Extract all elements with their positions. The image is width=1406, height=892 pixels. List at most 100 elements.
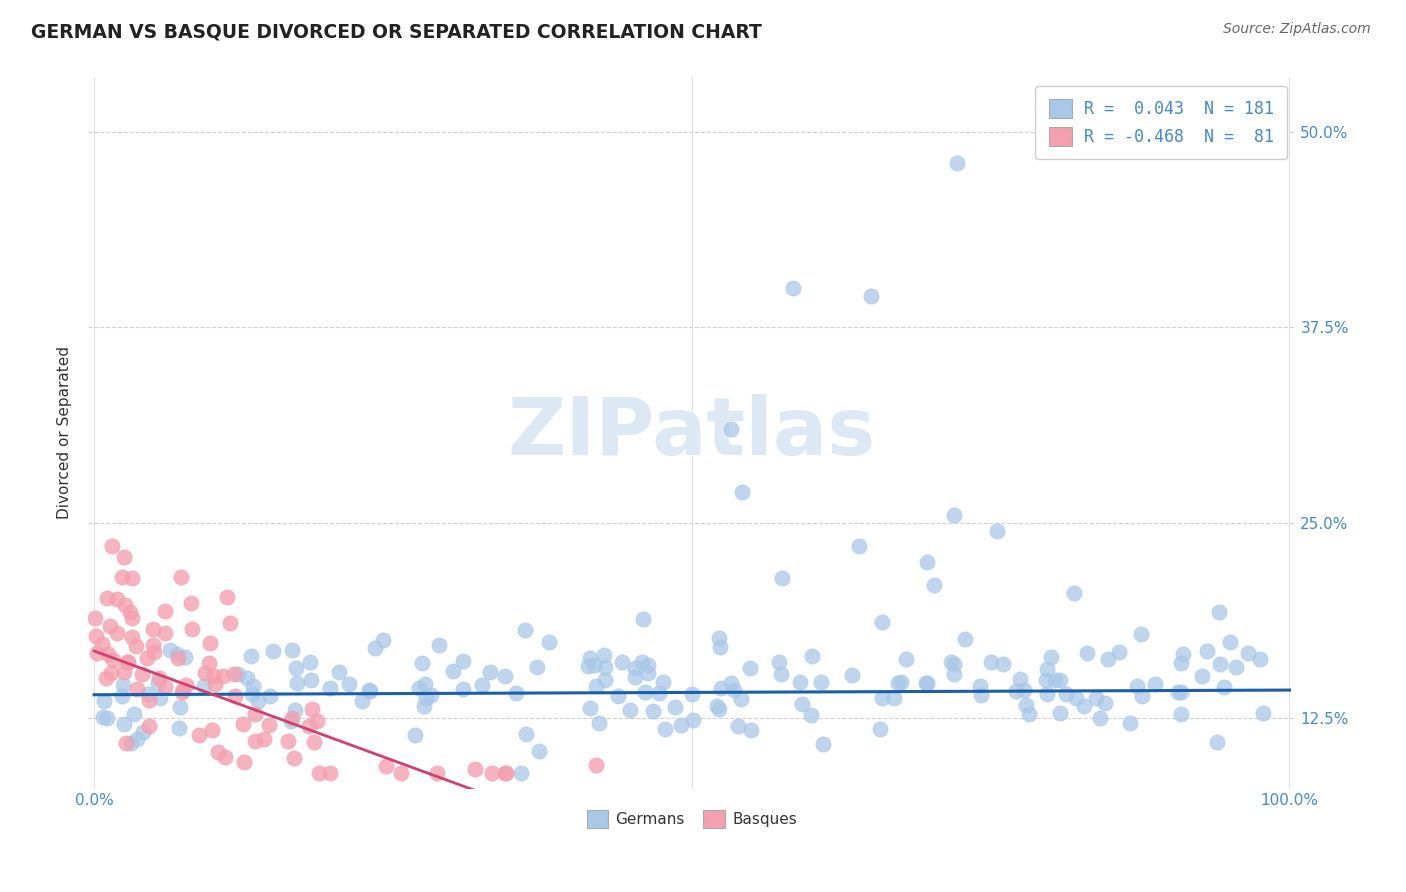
Point: [200, 636, 222, 650]
Point: [789, 675, 811, 690]
Point: [359, 684, 381, 698]
Point: [427, 638, 450, 652]
Point: [637, 658, 659, 673]
Point: [170, 684, 193, 698]
Point: [90, 637, 112, 651]
Point: [124, 707, 146, 722]
Point: [917, 555, 939, 569]
Point: [953, 632, 976, 646]
Point: [132, 724, 155, 739]
Point: [337, 676, 360, 690]
Point: [624, 670, 647, 684]
Point: [740, 723, 762, 738]
Point: [283, 750, 305, 764]
Point: [1049, 706, 1071, 720]
Point: [730, 692, 752, 706]
Point: [359, 682, 381, 697]
Point: [1170, 706, 1192, 721]
Point: [526, 660, 548, 674]
Point: [980, 655, 1002, 669]
Point: [239, 648, 262, 663]
Point: [84, 629, 107, 643]
Point: [371, 633, 394, 648]
Point: [471, 678, 494, 692]
Point: [112, 716, 135, 731]
Point: [1039, 650, 1062, 665]
Point: [1143, 677, 1166, 691]
Text: ZIPatlas: ZIPatlas: [508, 394, 876, 472]
Point: [174, 650, 197, 665]
Point: [664, 700, 686, 714]
Point: [720, 676, 742, 690]
Point: [121, 630, 143, 644]
Point: [1014, 683, 1036, 698]
Point: [224, 667, 246, 681]
Point: [1076, 646, 1098, 660]
Point: [170, 570, 193, 584]
Point: [768, 655, 790, 669]
Point: [915, 676, 938, 690]
Point: [281, 710, 304, 724]
Point: [426, 765, 449, 780]
Point: [582, 657, 605, 672]
Point: [1036, 687, 1059, 701]
Point: [96, 591, 118, 605]
Point: [770, 667, 793, 681]
Point: [228, 667, 250, 681]
Point: [654, 722, 676, 736]
Point: [579, 651, 602, 665]
Point: [651, 674, 673, 689]
Point: [174, 678, 197, 692]
Point: [579, 701, 602, 715]
Point: [576, 659, 599, 673]
Point: [1088, 711, 1111, 725]
Point: [146, 676, 169, 690]
Point: [595, 659, 617, 673]
Point: [1251, 706, 1274, 721]
Point: [202, 669, 225, 683]
Point: [166, 647, 188, 661]
Point: [607, 689, 630, 703]
Point: [770, 570, 793, 584]
Point: [669, 718, 692, 732]
Point: [727, 719, 749, 733]
Point: [155, 604, 177, 618]
Point: [1118, 715, 1140, 730]
Point: [623, 661, 645, 675]
Point: [413, 677, 436, 691]
Point: [148, 671, 170, 685]
Point: [219, 615, 242, 630]
Point: [634, 685, 657, 699]
Point: [1064, 691, 1087, 706]
Point: [915, 676, 938, 690]
Point: [870, 691, 893, 706]
Point: [364, 641, 387, 656]
Point: [453, 654, 475, 668]
Point: [125, 731, 148, 746]
Point: [374, 758, 396, 772]
Point: [1054, 687, 1077, 701]
Point: [408, 681, 430, 695]
Point: [411, 656, 433, 670]
Point: [841, 667, 863, 681]
Point: [720, 422, 742, 436]
Point: [870, 615, 893, 629]
Point: [631, 612, 654, 626]
Point: [709, 632, 731, 646]
Point: [101, 539, 124, 553]
Point: [1005, 684, 1028, 698]
Point: [441, 664, 464, 678]
Point: [1049, 673, 1071, 688]
Point: [970, 688, 993, 702]
Point: [643, 704, 665, 718]
Point: [1130, 689, 1153, 703]
Point: [204, 677, 226, 691]
Point: [1035, 662, 1057, 676]
Point: [142, 622, 165, 636]
Point: [1197, 644, 1219, 658]
Point: [243, 706, 266, 721]
Point: [180, 596, 202, 610]
Point: [280, 714, 302, 728]
Point: [101, 653, 124, 667]
Point: [631, 656, 654, 670]
